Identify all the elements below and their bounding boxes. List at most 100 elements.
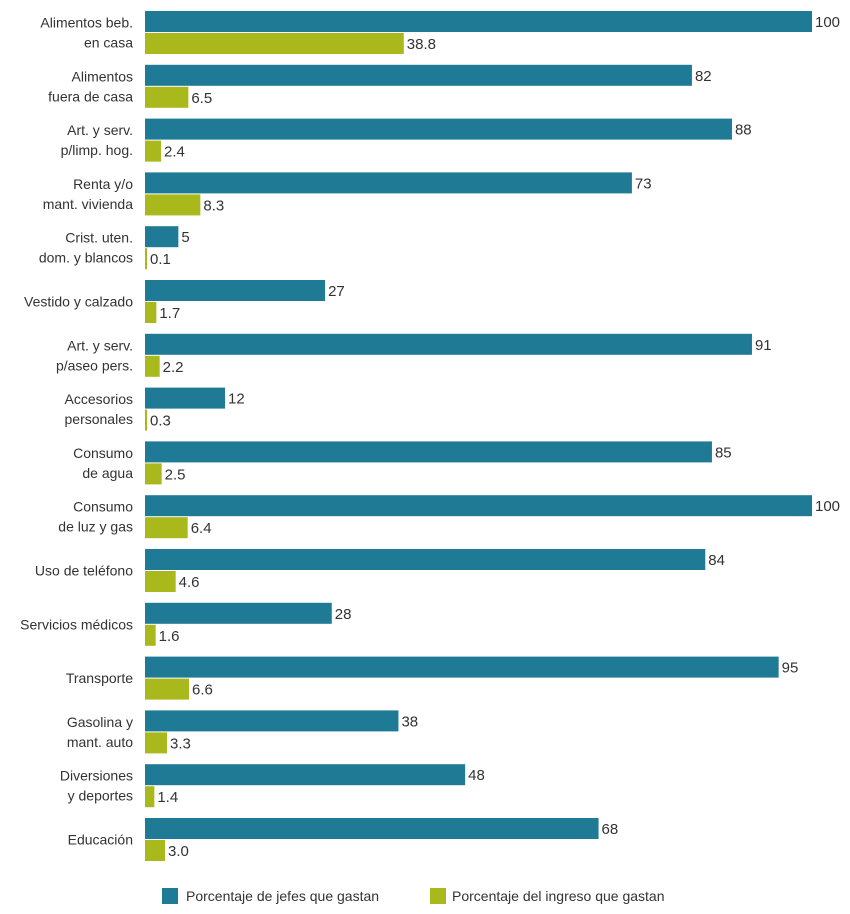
data-label: 38.8 bbox=[407, 36, 436, 53]
bar-ingreso bbox=[145, 786, 155, 808]
category-label: Gasolina y bbox=[67, 714, 133, 730]
category-label: p/limp. hog. bbox=[61, 142, 133, 158]
bar-ingreso bbox=[145, 678, 190, 700]
bar-jefes bbox=[145, 495, 812, 517]
legend-swatch-ingreso bbox=[430, 888, 446, 904]
data-label: 38 bbox=[401, 713, 418, 730]
category-label: Alimentos beb. bbox=[40, 15, 133, 31]
legend-label-ingreso: Porcentaje del ingreso que gastan bbox=[452, 888, 664, 904]
data-label: 6.4 bbox=[191, 520, 212, 537]
bar-jefes bbox=[145, 710, 399, 732]
category-label: de agua bbox=[82, 465, 133, 481]
category-label: dom. y blancos bbox=[39, 250, 133, 266]
data-label: 1.7 bbox=[159, 305, 180, 322]
category-label: mant. auto bbox=[67, 734, 133, 750]
bar-ingreso bbox=[145, 840, 166, 861]
bar-jefes bbox=[145, 387, 226, 409]
bar-ingreso bbox=[145, 463, 162, 485]
data-label: 3.3 bbox=[170, 735, 191, 752]
data-label: 6.5 bbox=[191, 90, 212, 107]
data-label: 1.4 bbox=[157, 789, 178, 806]
data-label: 0.1 bbox=[150, 251, 171, 268]
data-label: 100 bbox=[815, 14, 840, 31]
data-label: 91 bbox=[755, 337, 772, 354]
data-label: 8.3 bbox=[203, 197, 224, 214]
bar-jefes bbox=[145, 11, 812, 32]
category-label: Consumo bbox=[73, 445, 133, 461]
category-label: Alimentos bbox=[72, 68, 133, 84]
category-label: Diversiones bbox=[60, 768, 133, 784]
bar-ingreso bbox=[145, 194, 201, 216]
category-label: personales bbox=[65, 411, 134, 427]
data-label: 0.3 bbox=[150, 413, 171, 430]
category-label: Transporte bbox=[66, 670, 133, 686]
bar-jefes bbox=[145, 64, 692, 86]
bar-ingreso bbox=[145, 248, 147, 270]
category-label: p/aseo pers. bbox=[56, 357, 133, 373]
bar-ingreso bbox=[145, 624, 156, 646]
data-label: 84 bbox=[708, 552, 725, 569]
data-label: 88 bbox=[735, 122, 752, 139]
legend-swatch-jefes bbox=[162, 888, 178, 904]
bar-jefes bbox=[145, 656, 779, 678]
data-label: 73 bbox=[635, 175, 652, 192]
legend-label-jefes: Porcentaje de jefes que gastan bbox=[186, 888, 379, 904]
bar-ingreso bbox=[145, 409, 148, 431]
bar-ingreso bbox=[145, 732, 168, 754]
bar-jefes bbox=[145, 226, 179, 248]
bar-ingreso bbox=[145, 33, 404, 54]
data-label: 48 bbox=[468, 767, 485, 784]
category-label: Vestido y calzado bbox=[24, 294, 133, 310]
bar-jefes bbox=[145, 280, 326, 301]
category-label: fuera de casa bbox=[48, 88, 133, 104]
category-label: mant. vivienda bbox=[43, 196, 133, 212]
bar-jefes bbox=[145, 441, 712, 463]
category-label: Servicios médicos bbox=[20, 616, 133, 632]
data-label: 95 bbox=[782, 660, 799, 677]
bar-jefes bbox=[145, 118, 732, 140]
bar-jefes bbox=[145, 333, 752, 355]
bar-ingreso bbox=[145, 517, 188, 539]
bar-jefes bbox=[145, 818, 599, 839]
category-label: Consumo bbox=[73, 499, 133, 515]
category-label: Uso de teléfono bbox=[35, 563, 133, 579]
category-label: y deportes bbox=[68, 788, 133, 804]
category-label: en casa bbox=[84, 35, 133, 51]
category-label: de luz y gas bbox=[58, 519, 133, 535]
category-label: Art. y serv. bbox=[67, 337, 133, 353]
data-label: 4.6 bbox=[179, 574, 200, 591]
bars-layer: 100 38.8 82 6.5 88 2.4 73 8.3 5 0.1 27 1.7 91 2.2 12 0.… bbox=[145, 11, 840, 861]
data-label: 1.6 bbox=[159, 628, 180, 645]
data-label: 3.0 bbox=[168, 843, 189, 860]
category-label: Educación bbox=[68, 832, 133, 848]
data-label: 6.6 bbox=[192, 682, 213, 699]
category-label: Crist. uten. bbox=[65, 230, 133, 246]
category-label: Art. y serv. bbox=[67, 122, 133, 138]
bar-jefes bbox=[145, 549, 706, 570]
bar-ingreso bbox=[145, 302, 157, 323]
legend: Porcentaje de jefes que gastan Porcentaje… bbox=[162, 888, 664, 904]
bar-jefes bbox=[145, 172, 632, 194]
data-label: 2.5 bbox=[165, 466, 186, 483]
bar-ingreso bbox=[145, 86, 189, 108]
data-label: 2.4 bbox=[164, 144, 185, 161]
category-labels-layer: Alimentos beb. en casa Alimentos fuera de c… bbox=[20, 15, 133, 848]
category-label: Accesorios bbox=[65, 391, 133, 407]
bar-ingreso bbox=[145, 140, 162, 162]
data-label: 27 bbox=[328, 283, 345, 300]
bar-jefes bbox=[145, 764, 466, 786]
data-label: 85 bbox=[715, 444, 732, 461]
data-label: 2.2 bbox=[163, 359, 184, 376]
data-label: 12 bbox=[228, 391, 245, 408]
bar-ingreso bbox=[145, 571, 176, 592]
category-label: Renta y/o bbox=[73, 176, 133, 192]
data-label: 100 bbox=[815, 498, 840, 515]
data-label: 82 bbox=[695, 68, 712, 85]
bar-jefes bbox=[145, 602, 332, 624]
data-label: 68 bbox=[602, 821, 619, 838]
bar-ingreso bbox=[145, 355, 160, 377]
data-label: 28 bbox=[335, 606, 352, 623]
data-label: 5 bbox=[181, 229, 189, 246]
